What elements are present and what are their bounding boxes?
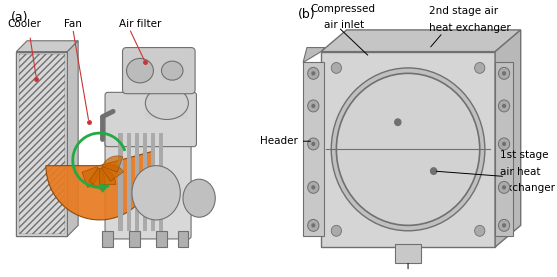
Circle shape [311, 104, 315, 108]
Wedge shape [46, 152, 153, 220]
Text: Fan: Fan [64, 19, 82, 29]
Text: Air filter: Air filter [119, 19, 161, 29]
Bar [129, 231, 140, 247]
Ellipse shape [162, 61, 183, 80]
Polygon shape [16, 41, 78, 52]
Bar [395, 244, 421, 263]
Circle shape [311, 142, 315, 146]
Circle shape [307, 100, 319, 112]
FancyBboxPatch shape [105, 92, 197, 147]
Wedge shape [102, 156, 123, 172]
Bar [16, 52, 67, 236]
Wedge shape [100, 168, 116, 185]
Bar [102, 231, 113, 247]
Text: heat exchanger: heat exchanger [429, 23, 511, 33]
Wedge shape [89, 168, 105, 191]
Circle shape [331, 225, 341, 236]
Text: Cooler: Cooler [7, 19, 41, 29]
Bar [151, 133, 155, 231]
Bar [156, 231, 167, 247]
Circle shape [311, 223, 315, 227]
Circle shape [331, 68, 485, 231]
Bar [135, 133, 139, 231]
Circle shape [502, 223, 506, 227]
Polygon shape [495, 30, 521, 247]
Ellipse shape [132, 166, 180, 220]
Circle shape [311, 185, 315, 189]
Circle shape [336, 73, 480, 225]
FancyBboxPatch shape [123, 48, 195, 94]
Circle shape [499, 100, 510, 112]
Bar [19, 54, 65, 234]
Text: Header: Header [260, 136, 298, 146]
Circle shape [431, 168, 437, 174]
Circle shape [307, 67, 319, 79]
Wedge shape [82, 166, 98, 188]
Ellipse shape [183, 179, 215, 217]
Text: exchanger: exchanger [500, 183, 555, 193]
Text: (a): (a) [11, 11, 28, 24]
Circle shape [307, 219, 319, 231]
Circle shape [499, 181, 510, 193]
Circle shape [475, 63, 485, 73]
Bar [159, 133, 163, 231]
Circle shape [502, 104, 506, 108]
Text: air inlet: air inlet [324, 20, 364, 30]
Bar [321, 52, 495, 247]
Circle shape [499, 67, 510, 79]
Bar [145, 87, 188, 119]
Bar [143, 133, 146, 231]
Bar [126, 133, 130, 231]
Bar [178, 231, 188, 247]
Ellipse shape [126, 58, 153, 83]
Circle shape [331, 63, 341, 73]
Circle shape [395, 119, 401, 125]
Circle shape [311, 71, 315, 76]
Bar [303, 63, 324, 236]
Circle shape [502, 142, 506, 146]
Text: Compressed: Compressed [311, 4, 376, 14]
Polygon shape [67, 41, 78, 236]
Polygon shape [321, 30, 521, 52]
Circle shape [475, 225, 485, 236]
Circle shape [307, 138, 319, 150]
Circle shape [307, 181, 319, 193]
Circle shape [499, 219, 510, 231]
Circle shape [502, 71, 506, 76]
Ellipse shape [145, 87, 188, 119]
Bar [495, 63, 513, 236]
Wedge shape [101, 165, 124, 181]
Text: 2nd stage air: 2nd stage air [429, 6, 498, 16]
Circle shape [499, 138, 510, 150]
Circle shape [502, 185, 506, 189]
Polygon shape [303, 48, 325, 63]
Text: air heat: air heat [500, 166, 541, 176]
Text: 1st stage: 1st stage [500, 150, 549, 160]
Bar [119, 133, 123, 231]
FancyBboxPatch shape [105, 125, 191, 239]
Text: (b): (b) [298, 8, 316, 21]
